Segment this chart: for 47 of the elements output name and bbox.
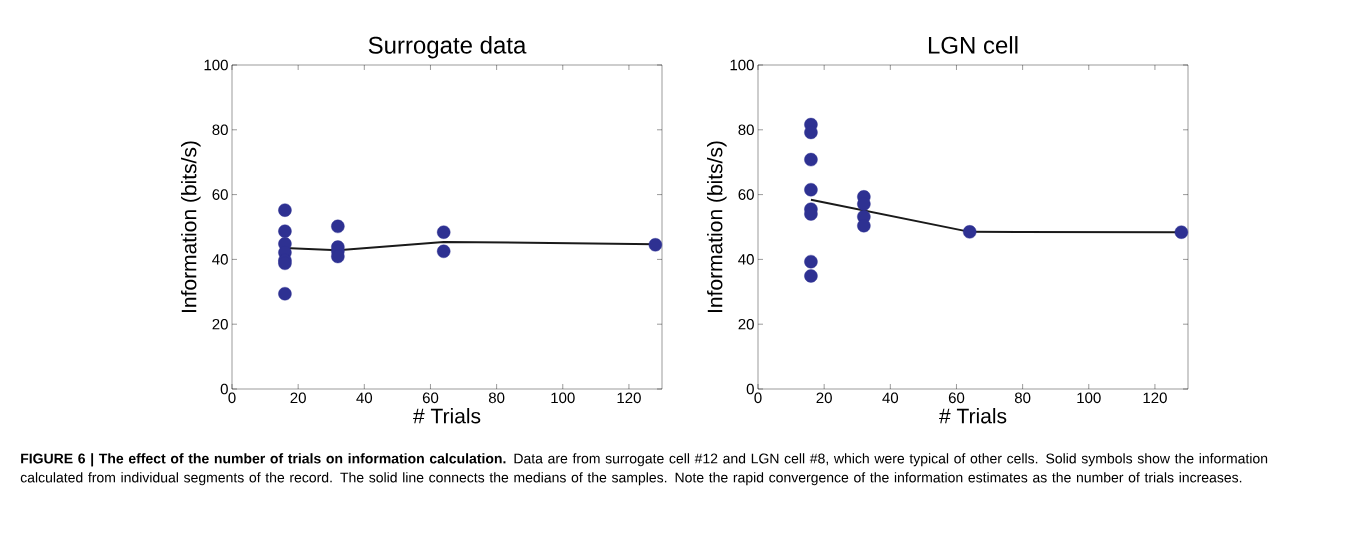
x-tick-label: 40 bbox=[882, 392, 899, 404]
point bbox=[1174, 225, 1189, 239]
point bbox=[331, 219, 345, 234]
text: FIGURE 6 | The effect of the number of trials on information calculation. Data are from surrogate cell #12 and LGN cell #8, which were typical of other cells. Solid symbols show the information calculated from individual segments of the record. The solid line connects the medians of the samples. Note the rapid convergence of the information estimates as the number of trials increases. bbox=[20, 453, 1268, 486]
point bbox=[804, 183, 818, 197]
point bbox=[437, 244, 451, 258]
point bbox=[278, 287, 292, 301]
x-tick-label: 100 bbox=[551, 392, 575, 404]
y-tick-label: 80 bbox=[738, 124, 754, 136]
y-tick-label: 100 bbox=[204, 59, 228, 71]
point bbox=[278, 203, 292, 217]
y-axis-title: Information (bits/s) bbox=[707, 141, 727, 312]
x-tick-label: 80 bbox=[488, 392, 505, 404]
y-tick-label: 0 bbox=[746, 383, 754, 395]
x-tick-label: 100 bbox=[1077, 392, 1101, 404]
y-tick-label: 60 bbox=[738, 189, 754, 200]
point bbox=[857, 219, 871, 233]
point bbox=[963, 225, 977, 239]
point bbox=[804, 254, 818, 269]
chart-title: LGN cell bbox=[928, 36, 1018, 54]
x-tick-label: 20 bbox=[290, 392, 306, 404]
x-tick-label: 60 bbox=[422, 392, 439, 404]
x-tick-label: 40 bbox=[356, 392, 373, 404]
y-tick-label: 20 bbox=[212, 318, 228, 330]
y-tick-label: 100 bbox=[730, 59, 754, 71]
x-tick-label: 60 bbox=[948, 392, 965, 404]
chart-title: Surrogate data bbox=[368, 36, 527, 59]
x-tick-label: 0 bbox=[754, 392, 762, 404]
x-axis-title: # Trials bbox=[413, 408, 481, 424]
point bbox=[804, 269, 818, 283]
y-tick-label: 40 bbox=[212, 254, 228, 265]
point bbox=[648, 238, 663, 252]
y-tick-label: 20 bbox=[738, 318, 754, 330]
point bbox=[278, 224, 292, 238]
y-tick-label: 80 bbox=[212, 124, 228, 136]
x-tick-label: 80 bbox=[1014, 392, 1031, 404]
y-tick-label: 40 bbox=[738, 254, 754, 265]
x-tick-label: 120 bbox=[1143, 392, 1167, 404]
point bbox=[437, 225, 451, 239]
y-axis-title: Information (bits/s) bbox=[181, 141, 201, 312]
y-tick-label: 0 bbox=[220, 383, 228, 395]
x-tick-label: 0 bbox=[228, 392, 236, 404]
point bbox=[804, 152, 818, 167]
y-tick-label: 60 bbox=[212, 189, 228, 200]
x-tick-label: 20 bbox=[816, 392, 832, 404]
x-tick-label: 120 bbox=[617, 392, 641, 404]
x-axis-title: # Trials bbox=[939, 408, 1007, 424]
